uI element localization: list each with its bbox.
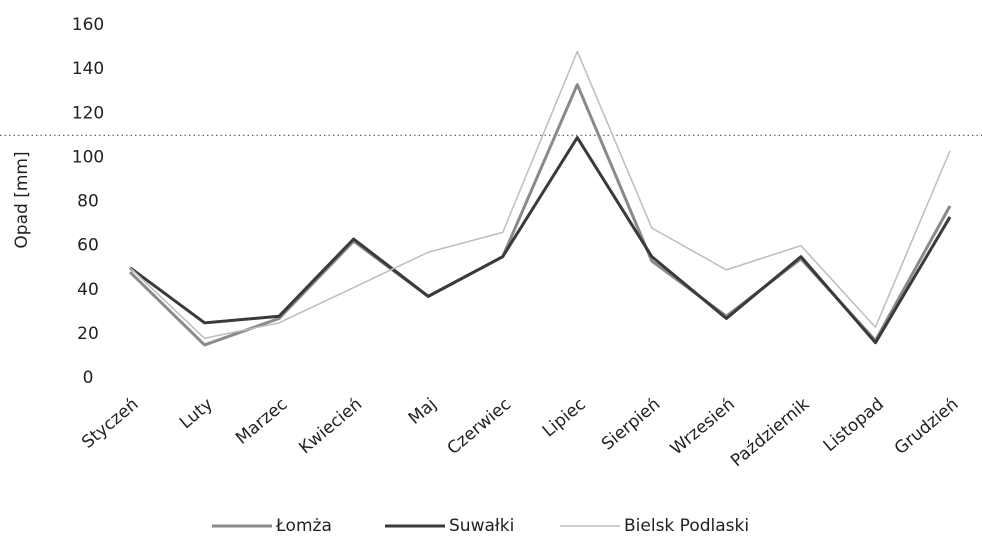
legend-label: Suwałki	[449, 516, 514, 536]
x-tick-label: Styczeń	[78, 394, 142, 452]
y-tick-label: 100	[72, 147, 104, 167]
x-tick-label: Lipiec	[539, 394, 590, 441]
y-tick-label: 80	[77, 192, 99, 212]
legend-label: Łomża	[275, 516, 332, 536]
x-tick-label: Październik	[727, 394, 813, 471]
legend-label: Bielsk Podlaski	[624, 516, 749, 536]
y-tick-label: 0	[83, 368, 94, 388]
x-tick-label: Czerwiec	[444, 394, 516, 459]
y-tick-label: 60	[77, 236, 99, 256]
series-line	[128, 83, 952, 347]
y-tick-label: 120	[72, 103, 104, 123]
x-tick-label: Marzec	[232, 394, 291, 448]
y-tick-label: 40	[77, 280, 99, 300]
series-line	[129, 136, 952, 345]
x-tick-label: Wrzesień	[667, 394, 739, 459]
y-tick-label: 160	[72, 15, 104, 35]
y-axis-title: Opad [mm]	[12, 151, 32, 248]
x-tick-label: Listopad	[820, 394, 888, 456]
x-tick-label: Maj	[405, 394, 441, 428]
x-tick-label: Sierpień	[598, 394, 664, 454]
x-tick-label: Luty	[176, 394, 217, 433]
y-tick-label: 20	[77, 324, 99, 344]
x-tick-label: Grudzień	[891, 394, 963, 459]
series-line	[129, 50, 951, 340]
x-tick-label: Kwiecień	[295, 394, 366, 458]
y-tick-label: 140	[72, 59, 104, 79]
